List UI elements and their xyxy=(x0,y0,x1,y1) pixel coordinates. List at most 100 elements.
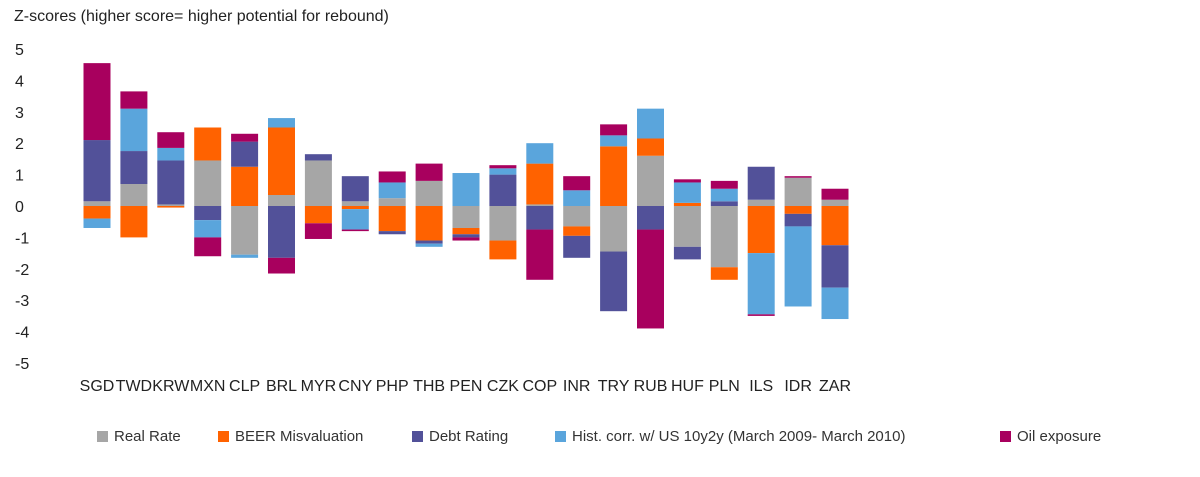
bar-segment-mxn-beer xyxy=(194,127,222,161)
bar-segment-sgd-hist xyxy=(83,218,111,228)
bar-segment-thb-beer xyxy=(415,206,443,241)
bar-segment-cny-real xyxy=(341,201,369,206)
bar-segment-huf-beer xyxy=(673,202,701,206)
bar-segment-pln-debt xyxy=(710,201,738,206)
x-tick-label: ZAR xyxy=(819,378,851,395)
bar-segment-twd-hist xyxy=(120,108,148,152)
bar-segment-ils-oil xyxy=(747,314,775,316)
bar-segment-cop-debt xyxy=(526,206,554,230)
bar-segment-try-oil xyxy=(600,124,628,136)
bar-segment-mxn-hist xyxy=(194,220,222,238)
y-tick-label: 5 xyxy=(15,42,24,59)
bar-segment-thb-oil xyxy=(415,163,443,181)
bar-segment-cny-debt xyxy=(341,176,369,202)
legend-label: Hist. corr. w/ US 10y2y (March 2009- Mar… xyxy=(572,428,906,445)
bar-segment-idr-beer xyxy=(784,206,812,214)
x-tick-label: CLP xyxy=(229,378,260,395)
bar-segment-php-hist xyxy=(378,182,406,199)
bar-segment-pen-beer xyxy=(452,227,480,235)
bar-segment-twd-real xyxy=(120,184,148,206)
bar-segment-clp-real xyxy=(231,206,259,255)
bar-segment-brl-hist xyxy=(268,118,295,128)
bar-segment-rub-beer xyxy=(637,138,664,156)
x-tick-label: ILS xyxy=(749,378,773,395)
x-tick-label: RUB xyxy=(634,378,668,395)
bar-segment-cny-beer xyxy=(341,206,369,210)
y-tick-label: 2 xyxy=(15,136,24,153)
bar-segment-twd-oil xyxy=(120,91,148,109)
bar-segment-huf-hist xyxy=(673,182,701,203)
legend-swatch xyxy=(1000,431,1011,442)
bar-segment-huf-real xyxy=(673,206,701,247)
bar-segment-myr-oil xyxy=(304,223,332,239)
x-tick-label: HUF xyxy=(671,378,704,395)
bar-segment-pln-real xyxy=(710,206,738,268)
bar-segment-czk-oil xyxy=(489,165,517,169)
bar-segment-sgd-real xyxy=(83,201,111,206)
bar-segment-sgd-beer xyxy=(83,206,111,219)
x-tick-label: TRY xyxy=(598,378,630,395)
legend-item: Hist. corr. w/ US 10y2y (March 2009- Mar… xyxy=(555,428,905,445)
bar-segment-idr-debt xyxy=(784,213,812,227)
legend-item: BEER Misvaluation xyxy=(218,428,363,445)
x-tick-label: MXN xyxy=(190,378,226,395)
y-tick-label: -4 xyxy=(15,325,29,342)
bar-segment-krw-oil xyxy=(157,132,185,148)
bar-segment-brl-real xyxy=(268,195,295,206)
bar-segment-mxn-debt xyxy=(194,206,222,221)
bar-segment-ils-beer xyxy=(747,206,775,254)
legend-label: Real Rate xyxy=(114,428,181,445)
bar-segment-zar-real xyxy=(821,199,849,206)
y-tick-label: 1 xyxy=(15,168,24,185)
bar-segment-inr-debt xyxy=(563,235,591,258)
bar-segment-idr-hist xyxy=(784,226,812,307)
bar-segment-cny-hist xyxy=(341,209,369,230)
bar-segment-czk-debt xyxy=(489,174,517,206)
x-tick-label: PEN xyxy=(450,378,483,395)
bar-segment-pln-hist xyxy=(710,188,738,202)
bar-segment-rub-oil xyxy=(637,229,664,329)
bar-segment-try-beer xyxy=(600,146,628,206)
bar-segment-krw-beer xyxy=(157,206,185,208)
x-tick-label: IDR xyxy=(784,378,812,395)
legend-item: Oil exposure xyxy=(1000,428,1101,445)
bar-segment-cop-beer xyxy=(526,163,554,205)
legend-label: Debt Rating xyxy=(429,428,509,445)
legend-swatch xyxy=(412,431,423,442)
x-tick-label: PHP xyxy=(376,378,409,395)
bar-segment-czk-beer xyxy=(489,240,517,260)
legend-swatch xyxy=(97,431,108,442)
x-tick-label: CZK xyxy=(487,378,519,395)
bar-segment-ils-debt xyxy=(747,166,775,200)
bar-segment-huf-debt xyxy=(673,246,701,260)
bar-segment-ils-hist xyxy=(747,253,775,315)
bar-segment-cop-oil xyxy=(526,229,554,280)
bar-segment-idr-oil xyxy=(784,176,812,178)
bar-segment-sgd-debt xyxy=(83,140,111,202)
legend-label: Oil exposure xyxy=(1017,428,1102,445)
bar-segment-mxn-real xyxy=(194,160,222,206)
bar-segment-php-beer xyxy=(378,206,406,232)
bar-segment-try-real xyxy=(600,206,628,252)
bar-segment-cop-hist xyxy=(526,143,554,164)
bar-segment-huf-oil xyxy=(673,179,701,183)
bar-segment-mxn-oil xyxy=(194,237,222,257)
bar-segment-pln-beer xyxy=(710,267,738,280)
chart-legend: Real Rate BEER Misvaluation Debt Rating His… xyxy=(0,428,1200,450)
bar-segment-idr-real xyxy=(784,177,812,206)
x-tick-label: CNY xyxy=(338,378,372,395)
legend-swatch xyxy=(555,431,566,442)
bar-segment-krw-hist xyxy=(157,147,185,161)
x-tick-label: INR xyxy=(563,378,591,395)
bar-segment-twd-beer xyxy=(120,206,148,238)
bar-segment-rub-hist xyxy=(637,108,664,139)
y-tick-label: -3 xyxy=(15,293,29,310)
bar-segment-myr-debt xyxy=(304,154,332,161)
chart-title: Z-scores (higher score= higher potential… xyxy=(14,8,389,25)
y-tick-label: 4 xyxy=(15,73,24,90)
bar-segment-clp-hist xyxy=(231,254,259,258)
bar-segment-myr-beer xyxy=(304,206,332,224)
legend-label: BEER Misvaluation xyxy=(235,428,364,445)
bar-segment-inr-hist xyxy=(563,190,591,206)
